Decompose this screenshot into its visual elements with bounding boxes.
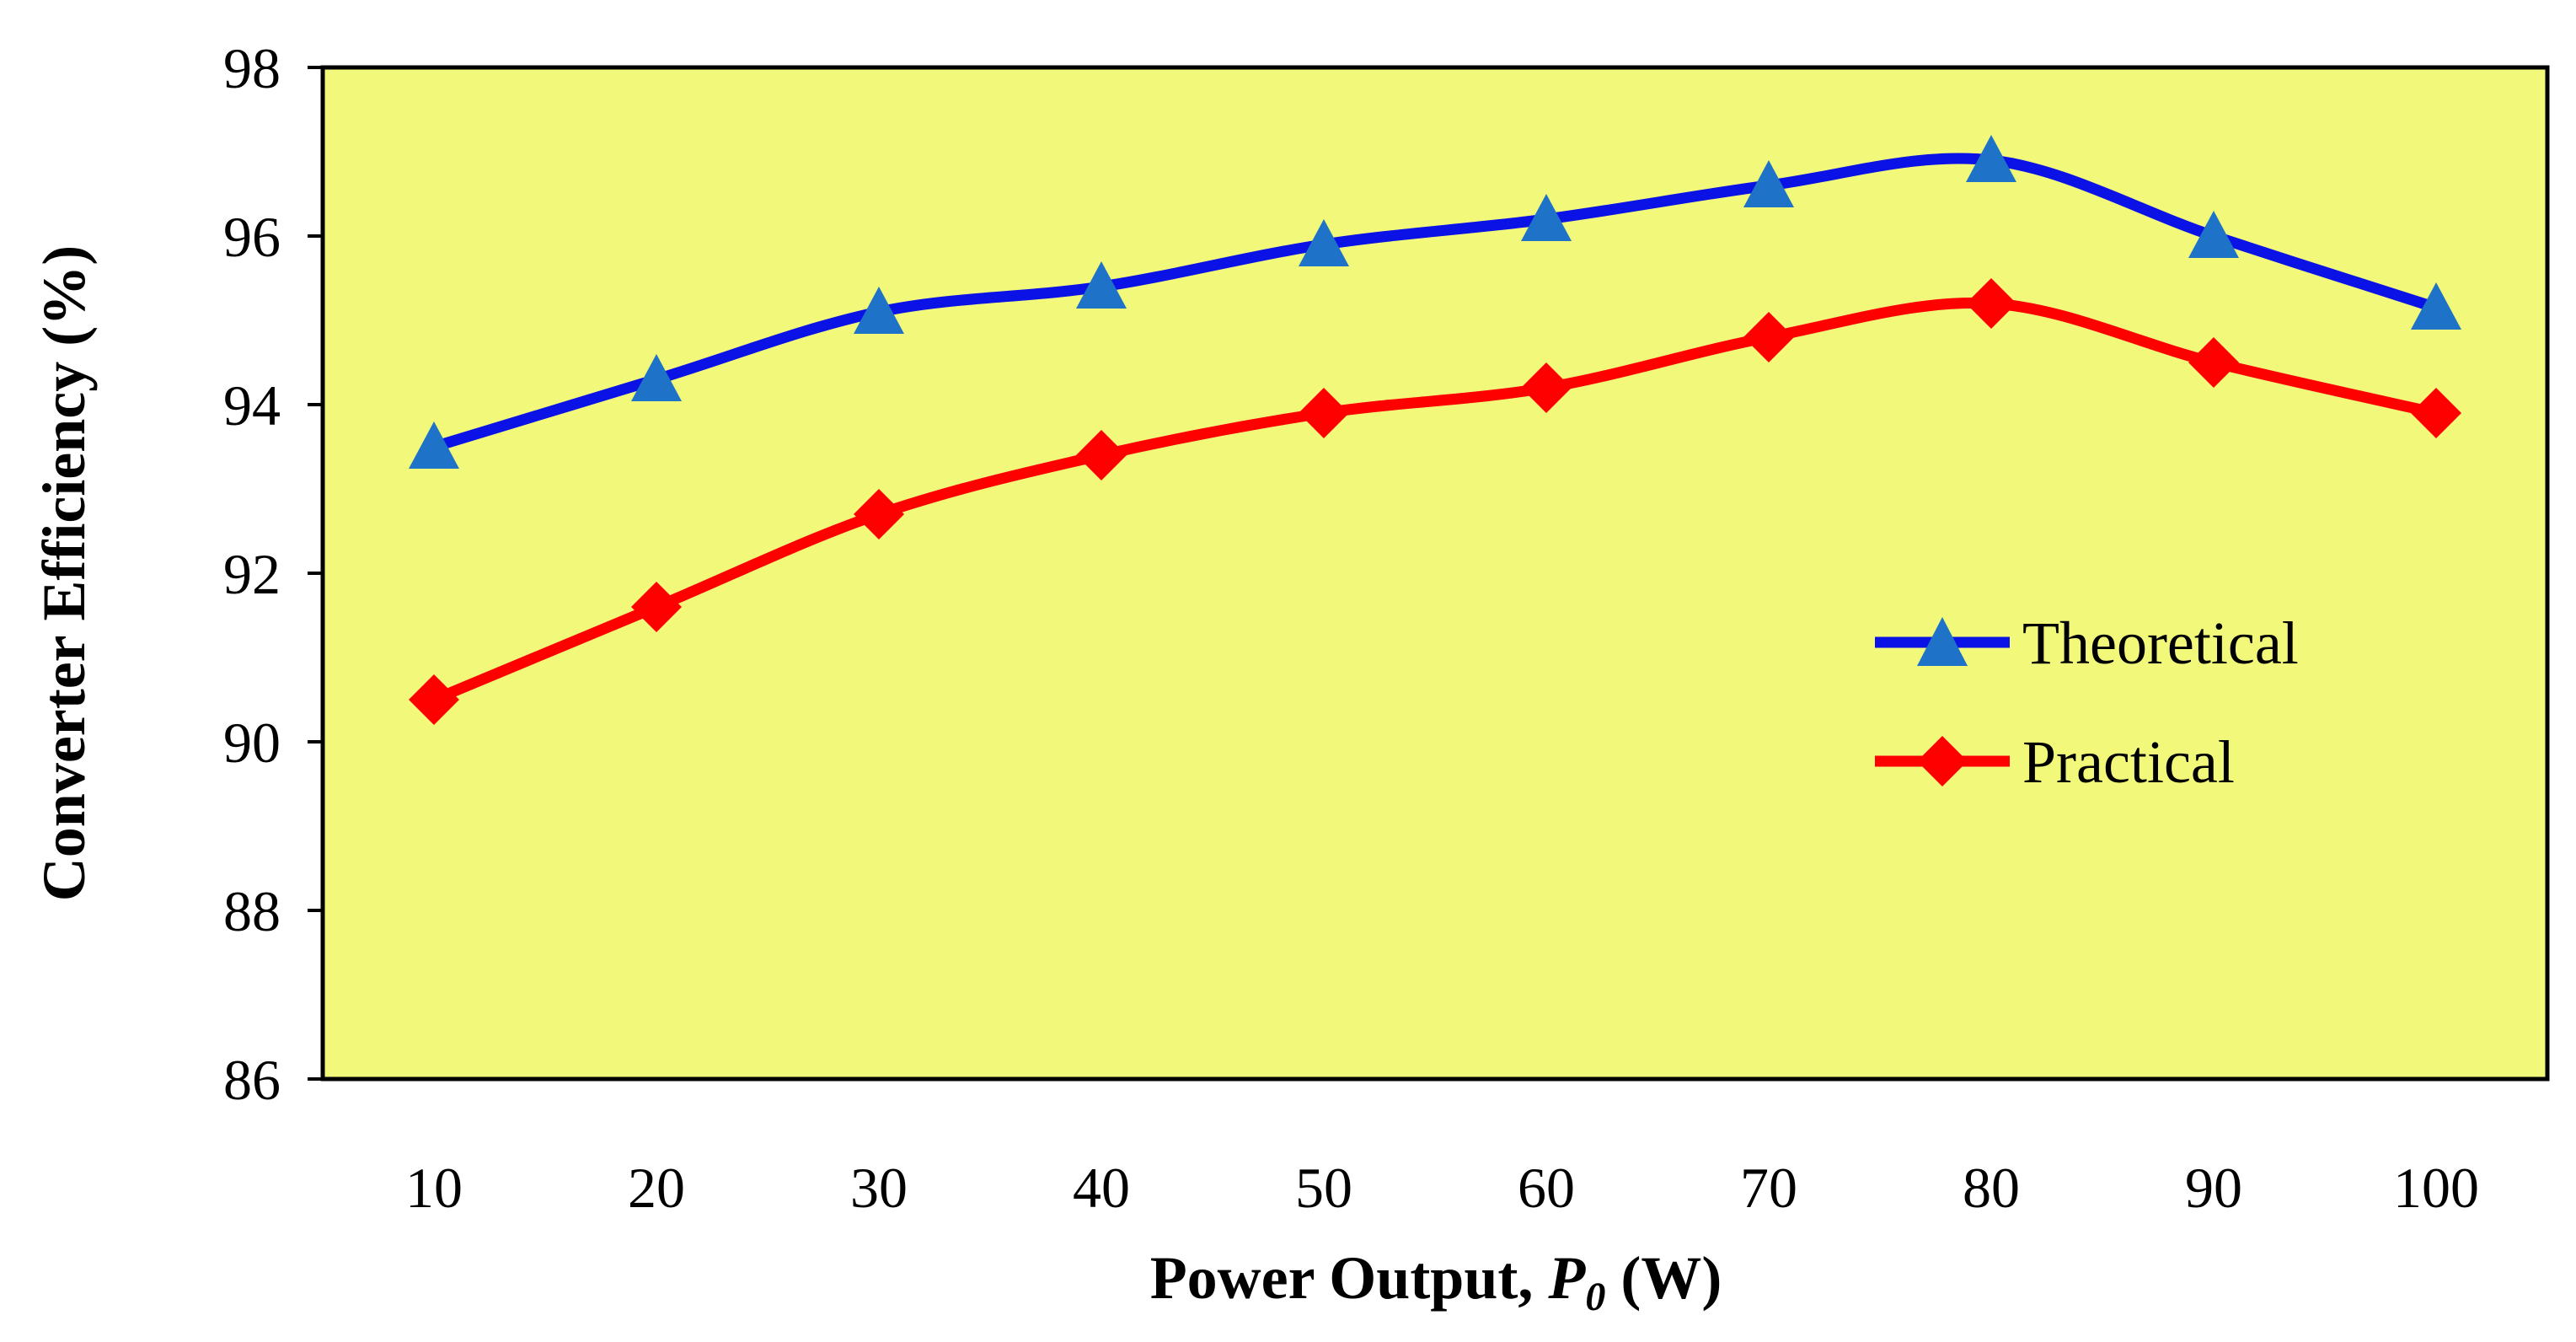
data-point-theoretical-50 [1299, 219, 1349, 266]
x-axis-title: Power Output, P0 (W) [1150, 1244, 1722, 1319]
data-point-theoretical-60 [1521, 194, 1572, 241]
x-tick-label: 60 [1518, 1156, 1575, 1220]
x-axis-title-unit: (W) [1605, 1244, 1722, 1312]
y-tick-label: 86 [223, 1048, 281, 1112]
data-point-practical-10 [409, 674, 459, 725]
y-tick-label: 96 [223, 205, 281, 269]
data-point-theoretical-100 [2411, 282, 2461, 330]
legend-label-practical: Practical [2022, 728, 2235, 796]
x-axis-title-symbol: P [1547, 1244, 1586, 1312]
x-axis-title-main: Power Output, [1150, 1244, 1549, 1312]
x-tick-label: 20 [628, 1156, 685, 1220]
legend-marker-practical [1917, 736, 1968, 786]
y-tick-label: 94 [223, 373, 281, 437]
x-tick-label: 70 [1740, 1156, 1797, 1220]
data-point-theoretical-20 [631, 354, 682, 401]
x-tick-label: 50 [1295, 1156, 1352, 1220]
y-axis-ticks: 86 88 90 92 94 96 98 [223, 36, 323, 1112]
y-tick-label: 88 [223, 879, 281, 943]
data-point-practical-80 [1966, 278, 2016, 329]
y-axis-title: Converter Efficiency (%) [30, 245, 98, 901]
legend: Theoretical Practical [1875, 609, 2299, 796]
x-tick-label: 90 [2185, 1156, 2242, 1220]
data-point-theoretical-40 [1076, 261, 1127, 309]
x-axis-ticks: 10 20 30 40 50 60 70 80 90 100 [405, 1156, 2479, 1220]
data-point-practical-60 [1521, 362, 1572, 413]
data-point-theoretical-30 [854, 287, 904, 334]
legend-label-theoretical: Theoretical [2022, 609, 2299, 677]
data-point-practical-30 [854, 489, 904, 539]
data-point-practical-90 [2188, 337, 2239, 388]
y-tick-label: 90 [223, 711, 281, 775]
data-point-practical-50 [1299, 388, 1349, 438]
data-point-practical-20 [631, 582, 682, 632]
data-point-theoretical-80 [1966, 135, 2016, 182]
y-tick-label: 92 [223, 542, 281, 606]
x-axis-title-subscript: 0 [1585, 1275, 1605, 1319]
data-point-theoretical-10 [409, 421, 459, 469]
x-tick-label: 30 [850, 1156, 908, 1220]
x-tick-label: 80 [1963, 1156, 2020, 1220]
data-point-practical-100 [2411, 388, 2461, 438]
data-point-theoretical-90 [2188, 211, 2239, 258]
data-point-practical-70 [1743, 312, 1794, 362]
series-line-practical [428, 297, 2442, 706]
x-tick-label: 10 [405, 1156, 463, 1220]
series-line-theoretical [428, 153, 2442, 453]
series-layer [409, 135, 2461, 725]
data-point-practical-40 [1076, 430, 1127, 480]
data-point-theoretical-70 [1743, 160, 1794, 207]
y-tick-label: 98 [223, 36, 281, 100]
legend-marker-theoretical [1917, 617, 1968, 666]
x-tick-label: 40 [1073, 1156, 1130, 1220]
x-tick-label: 100 [2393, 1156, 2479, 1220]
